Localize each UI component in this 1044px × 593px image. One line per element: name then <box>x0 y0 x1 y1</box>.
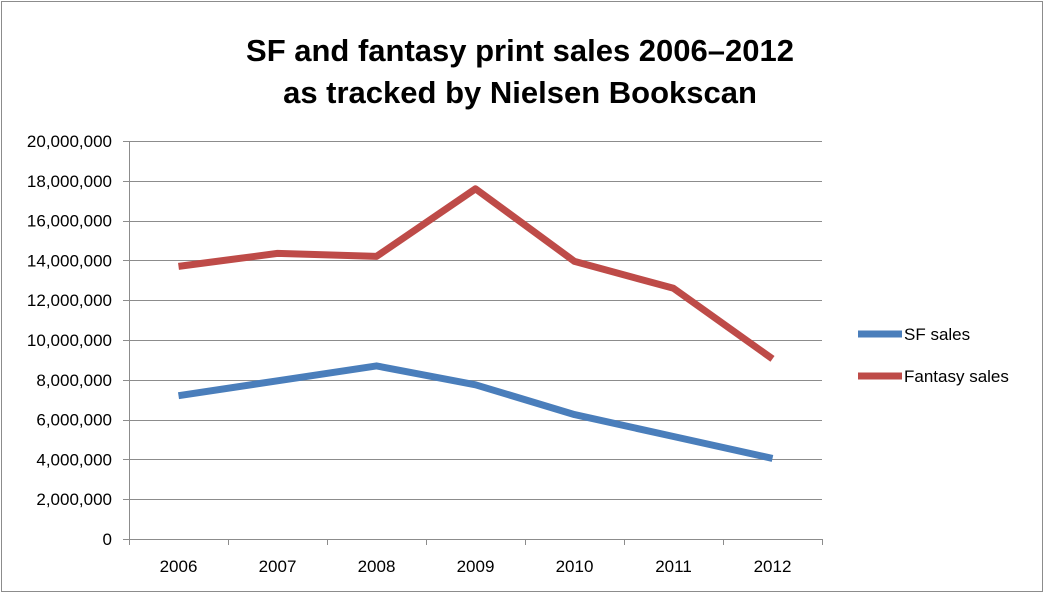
y-tick-label: 8,000,000 <box>36 371 112 390</box>
y-tick-label: 4,000,000 <box>36 450 112 469</box>
series-line-fantasy-sales <box>178 185 775 362</box>
legend: SF sales Fantasy sales <box>858 325 1009 386</box>
y-tick-label: 20,000,000 <box>27 132 112 151</box>
y-tick-label: 18,000,000 <box>27 172 112 191</box>
y-tick-label: 14,000,000 <box>27 251 112 270</box>
y-tick-labels: 0 2,000,000 4,000,000 6,000,000 8,000,000 10,… <box>27 132 112 549</box>
y-tick-label: 6,000,000 <box>36 411 112 430</box>
x-tick-label: 2007 <box>259 557 297 576</box>
series-line-sf-sales <box>177 362 774 462</box>
chart-title-line-1: SF and fantasy print sales 2006–2012 <box>246 33 794 68</box>
y-tick-label: 10,000,000 <box>27 331 112 350</box>
legend-label: SF sales <box>904 325 970 344</box>
series-lines <box>177 185 775 462</box>
y-tick-label: 0 <box>103 530 112 549</box>
y-tick-label: 16,000,000 <box>27 212 112 231</box>
x-tick-label: 2009 <box>457 557 495 576</box>
x-tick-label: 2012 <box>754 557 792 576</box>
x-tick-label: 2008 <box>358 557 396 576</box>
axes <box>123 141 823 545</box>
x-tick-label: 2010 <box>556 557 594 576</box>
y-tick-label: 2,000,000 <box>36 490 112 509</box>
x-tick-label: 2006 <box>160 557 198 576</box>
x-tick-labels: 2006 2007 2008 2009 2010 2011 2012 <box>160 557 792 576</box>
legend-label: Fantasy sales <box>904 367 1009 386</box>
y-tick-label: 12,000,000 <box>27 291 112 310</box>
chart-title-line-2: as tracked by Nielsen Bookscan <box>283 75 757 110</box>
x-tick-label: 2011 <box>655 557 692 576</box>
chart-title: SF and fantasy print sales 2006–2012 as … <box>180 30 860 114</box>
